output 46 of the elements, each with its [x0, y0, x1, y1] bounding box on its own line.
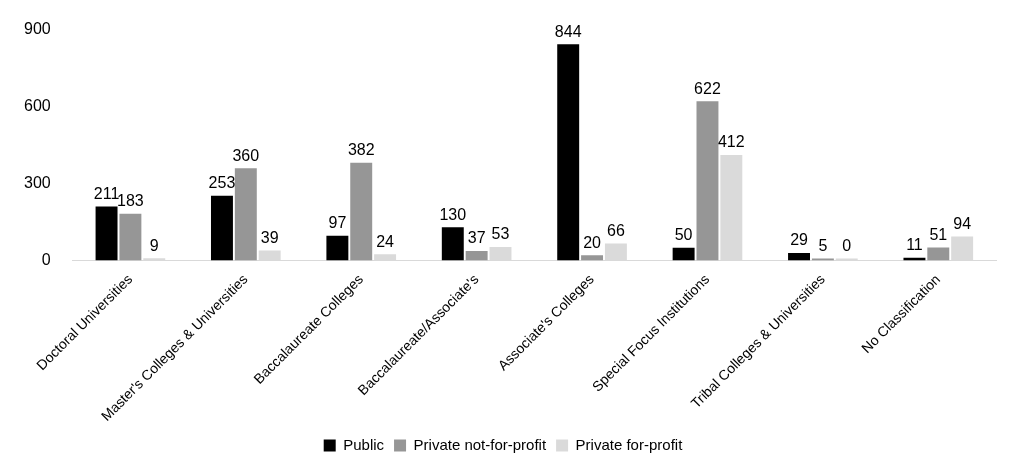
data-label: 37 [467, 229, 486, 247]
bar [326, 235, 349, 261]
data-label: 183 [117, 192, 144, 210]
data-label: 412 [717, 133, 745, 151]
data-label: 53 [491, 225, 510, 243]
bar [441, 227, 464, 261]
data-label: 253 [208, 174, 236, 192]
data-label: 51 [929, 225, 948, 243]
bar [119, 213, 142, 261]
data-label: 382 [347, 141, 375, 159]
bar [811, 258, 834, 261]
y-tick-label: 900 [23, 20, 51, 38]
data-label: 622 [694, 79, 721, 97]
bar [927, 247, 950, 261]
data-label: 211 [93, 184, 120, 202]
data-label: 130 [439, 205, 467, 223]
y-tick-label: 0 [41, 250, 51, 268]
bar [557, 44, 580, 261]
y-tick-label: 300 [23, 174, 51, 192]
data-label: 844 [554, 22, 582, 40]
data-label: 39 [260, 228, 279, 246]
data-label: 0 [842, 236, 852, 254]
data-label: 24 [376, 232, 395, 250]
data-label: 50 [674, 226, 693, 244]
legend-label: Private not-for-profit [413, 435, 547, 453]
bar [696, 101, 719, 261]
data-label: 97 [328, 214, 347, 232]
legend-label: Private for-profit [575, 435, 684, 453]
bar [672, 247, 695, 261]
legend-label: Public [343, 435, 385, 453]
data-label: 94 [953, 214, 972, 232]
data-label: 360 [232, 146, 260, 164]
data-label: 5 [818, 236, 828, 254]
bar [350, 162, 373, 261]
bar [234, 168, 257, 261]
data-label: 66 [607, 222, 625, 239]
bar [788, 253, 810, 261]
data-label: 11 [906, 236, 923, 254]
bar [465, 251, 488, 261]
bar [210, 195, 233, 261]
bar [95, 206, 118, 261]
bar [581, 255, 604, 261]
data-label: 9 [149, 236, 159, 254]
y-tick-label: 600 [23, 97, 51, 115]
data-label: 20 [583, 233, 602, 251]
data-label: 29 [790, 231, 809, 249]
